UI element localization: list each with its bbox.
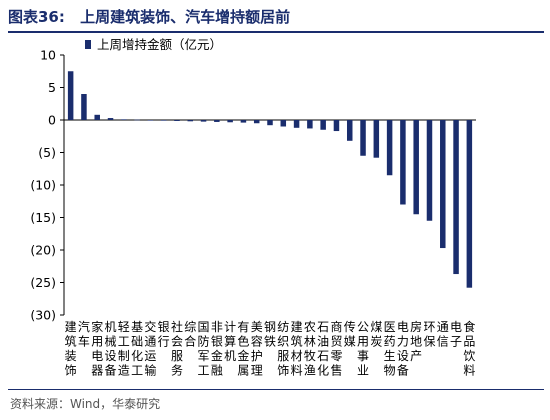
category-label: 非银金融: [211, 320, 223, 378]
figure-label: 图表36:: [8, 8, 65, 26]
bottom-rule: [8, 389, 544, 390]
category-label: 交通运输: [144, 319, 156, 378]
category-label: 钢铁: [264, 320, 276, 349]
category-label: 有色金属: [237, 320, 249, 378]
legend-label: 上周增持金额（亿元）: [97, 37, 222, 52]
bar: [426, 120, 433, 221]
bar: [360, 120, 366, 156]
category-label: 银行: [158, 320, 170, 349]
bar: [121, 119, 127, 120]
y-axis: 10 5 0 (5) (10) (15) (20) (25) (30): [30, 48, 476, 323]
bar: [466, 120, 473, 288]
category-label: 社会服务: [171, 319, 183, 378]
legend: 上周增持金额（亿元）: [85, 37, 222, 52]
category-label: 国防军工: [198, 320, 210, 378]
bar: [320, 120, 326, 130]
figure-title: 图表36: 上周建筑装饰、汽车增持额居前: [8, 4, 290, 30]
bar: [107, 118, 114, 120]
bar: [94, 114, 100, 120]
bar: [307, 120, 313, 129]
bar: [147, 120, 154, 121]
bar: [333, 120, 340, 132]
category-label: 通信: [437, 320, 449, 349]
category-label: 美容护理: [251, 320, 263, 378]
category-label: 公用事业: [357, 320, 369, 378]
category-label: 医药生物: [384, 320, 396, 378]
y-tick-label: (10): [30, 178, 56, 193]
bar: [81, 94, 87, 120]
bar-chart: 10 5 0 (5) (10) (15) (20) (25) (30) 建筑装饰汽车家用电器机械…: [30, 37, 476, 378]
y-tick-label: (15): [30, 210, 56, 225]
category-label: 环保: [423, 320, 435, 349]
figure-heading: 上周建筑装饰、汽车增持额居前: [80, 8, 291, 26]
category-label: 商贸零售: [330, 319, 342, 378]
source-note: 资料来源：Wind，华泰研究: [10, 397, 161, 411]
bar: [400, 120, 406, 205]
bar: [187, 120, 194, 122]
y-tick-label: (5): [38, 145, 56, 160]
category-label: 食品饮料: [463, 319, 475, 378]
bar: [453, 120, 459, 275]
bar: [373, 120, 380, 158]
bar: [280, 120, 287, 127]
bar: [253, 120, 260, 124]
y-tick-label: (25): [30, 275, 56, 290]
bar: [386, 120, 393, 176]
category-label: 轻工制造: [118, 320, 130, 378]
category-label: 计算机: [224, 320, 236, 363]
category-label: 纺织服饰: [277, 320, 289, 378]
bar: [200, 120, 207, 122]
y-tick-label: (30): [30, 308, 56, 323]
category-label: 电子: [450, 320, 462, 349]
category-label: 石油石化: [317, 320, 329, 378]
bar: [240, 120, 247, 123]
legend-swatch: [85, 40, 91, 49]
category-label: 传媒: [344, 319, 356, 349]
category-labels: 建筑装饰汽车家用电器机械设备轻工制造基础化工交通运输银行社会服务综合国防军工非银…: [65, 319, 476, 378]
category-label: 家用电器: [91, 319, 103, 378]
bar: [440, 120, 446, 249]
bar: [346, 120, 353, 141]
category-label: 煤炭: [370, 320, 382, 349]
title-rule: [8, 31, 544, 33]
y-tick-label: 0: [48, 113, 56, 128]
category-label: 建筑装饰: [65, 320, 77, 378]
y-tick-label: 5: [48, 80, 56, 95]
category-label: 电力设备: [397, 320, 409, 378]
bar: [413, 120, 419, 215]
category-label: 房地产: [410, 319, 422, 363]
bar: [67, 71, 74, 120]
category-label: 机械设备: [105, 320, 117, 378]
category-label: 汽车: [78, 319, 90, 349]
category-label: 基础化工: [131, 320, 143, 378]
y-tick-label: 10: [40, 48, 56, 63]
bar: [293, 120, 300, 128]
bars: [67, 71, 473, 288]
bar: [134, 119, 140, 121]
category-label: 农林牧渔: [304, 320, 316, 378]
category-label: 综合: [184, 320, 196, 349]
bar: [160, 120, 167, 121]
bar: [267, 120, 273, 126]
category-label: 建筑材料: [291, 320, 303, 378]
bar: [227, 120, 233, 123]
y-tick-label: (20): [30, 243, 56, 258]
bar: [174, 120, 180, 121]
bar: [214, 120, 220, 122]
